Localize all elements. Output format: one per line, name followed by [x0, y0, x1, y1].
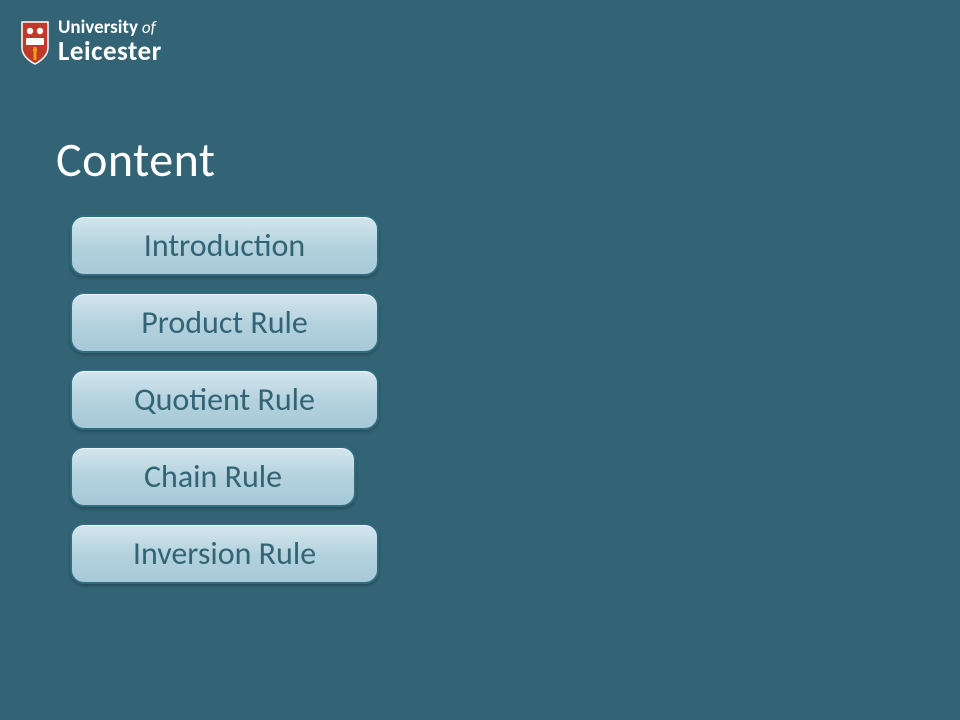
button-label: Chain Rule — [144, 457, 282, 496]
shield-icon — [20, 20, 50, 71]
logo-line2: Leicester — [58, 38, 162, 66]
slide: University of Leicester Content Introduc… — [0, 0, 960, 720]
button-label: Inversion Rule — [133, 534, 316, 573]
university-logo: University of Leicester — [20, 18, 162, 71]
page-title: Content — [56, 130, 215, 189]
button-label: Quotient Rule — [134, 380, 315, 419]
quotient-rule-button[interactable]: Quotient Rule — [70, 369, 379, 430]
chain-rule-button[interactable]: Chain Rule — [70, 446, 356, 507]
content-button-list: Introduction Product Rule Quotient Rule … — [70, 215, 379, 584]
introduction-button[interactable]: Introduction — [70, 215, 379, 276]
product-rule-button[interactable]: Product Rule — [70, 292, 379, 353]
university-wordmark: University of Leicester — [58, 18, 162, 66]
inversion-rule-button[interactable]: Inversion Rule — [70, 523, 379, 584]
button-label: Product Rule — [141, 303, 308, 342]
button-label: Introduction — [144, 226, 305, 265]
